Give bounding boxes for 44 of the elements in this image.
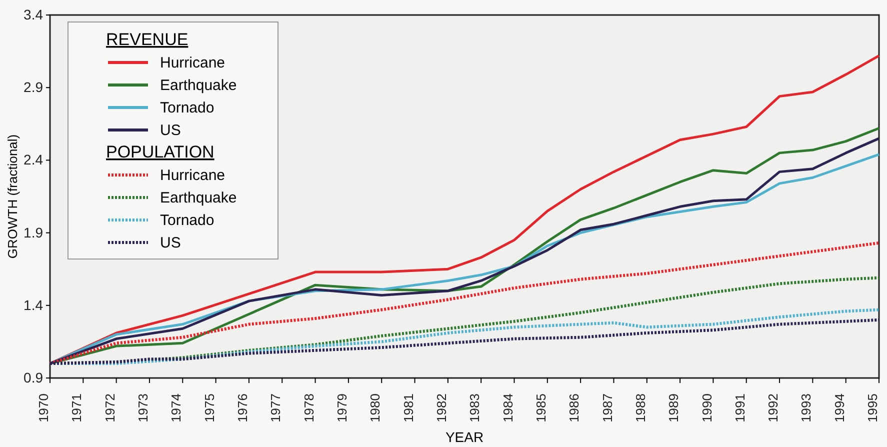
x-tick-label: 1982	[434, 394, 449, 422]
x-tick-label: 1987	[600, 394, 615, 422]
x-tick-label: 1973	[136, 394, 151, 422]
x-tick-label: 1975	[202, 394, 217, 422]
x-tick-label: 1978	[301, 394, 316, 422]
x-tick-label: 1976	[235, 394, 250, 422]
annotation: POPULATION	[106, 142, 214, 162]
y-tick-label: 1.4	[24, 296, 44, 313]
y-tick-label: 3.4	[24, 6, 44, 22]
x-tick-label: 1983	[467, 394, 482, 422]
y-tick-label: 2.9	[24, 79, 44, 96]
y-tick-label: 2.4	[24, 152, 44, 168]
x-tick-label: 1992	[766, 394, 781, 422]
x-tick-label: 1988	[632, 394, 648, 422]
x-tick-label: 1981	[400, 394, 416, 422]
x-tick-label: 1986	[566, 394, 582, 422]
legend-label: Tornado	[160, 100, 214, 116]
x-tick-label: 1984	[500, 394, 516, 422]
legend-title: REVENUE	[106, 30, 188, 49]
x-tick-label: 1993	[798, 394, 814, 422]
legend-label: Tornado	[160, 212, 214, 229]
x-tick-label: 1980	[368, 394, 383, 422]
x-tick-label: 1977	[268, 394, 284, 422]
legend-label: Earthquake	[160, 77, 237, 94]
x-tick-label: 1994	[832, 394, 847, 422]
x-tick-label: 1972	[102, 394, 118, 422]
x-tick-label: 1989	[666, 394, 682, 422]
x-axis-title: YEAR	[445, 429, 484, 445]
legend-label: US	[160, 234, 181, 252]
x-tick-label: 1970	[36, 394, 52, 422]
legend-label: Earthquake	[160, 190, 237, 206]
y-tick-label: 0.9	[24, 369, 44, 386]
legend-label: Hurricane	[160, 167, 226, 184]
x-tick-label: 1974	[168, 394, 184, 422]
y-tick-label: 1.9	[24, 224, 44, 240]
x-tick-label: 1990	[699, 394, 714, 422]
legend-label: Hurricane	[160, 54, 226, 72]
x-tick-label: 1979	[334, 394, 350, 422]
x-tick-label: 1971	[69, 394, 84, 422]
legend-label: US	[160, 122, 181, 139]
x-tick-label: 1985	[533, 394, 548, 422]
x-tick-label: 1995	[865, 394, 880, 422]
x-tick-label: 1991	[732, 394, 748, 422]
y-axis-title: GROWTH (fractional)	[5, 134, 20, 259]
